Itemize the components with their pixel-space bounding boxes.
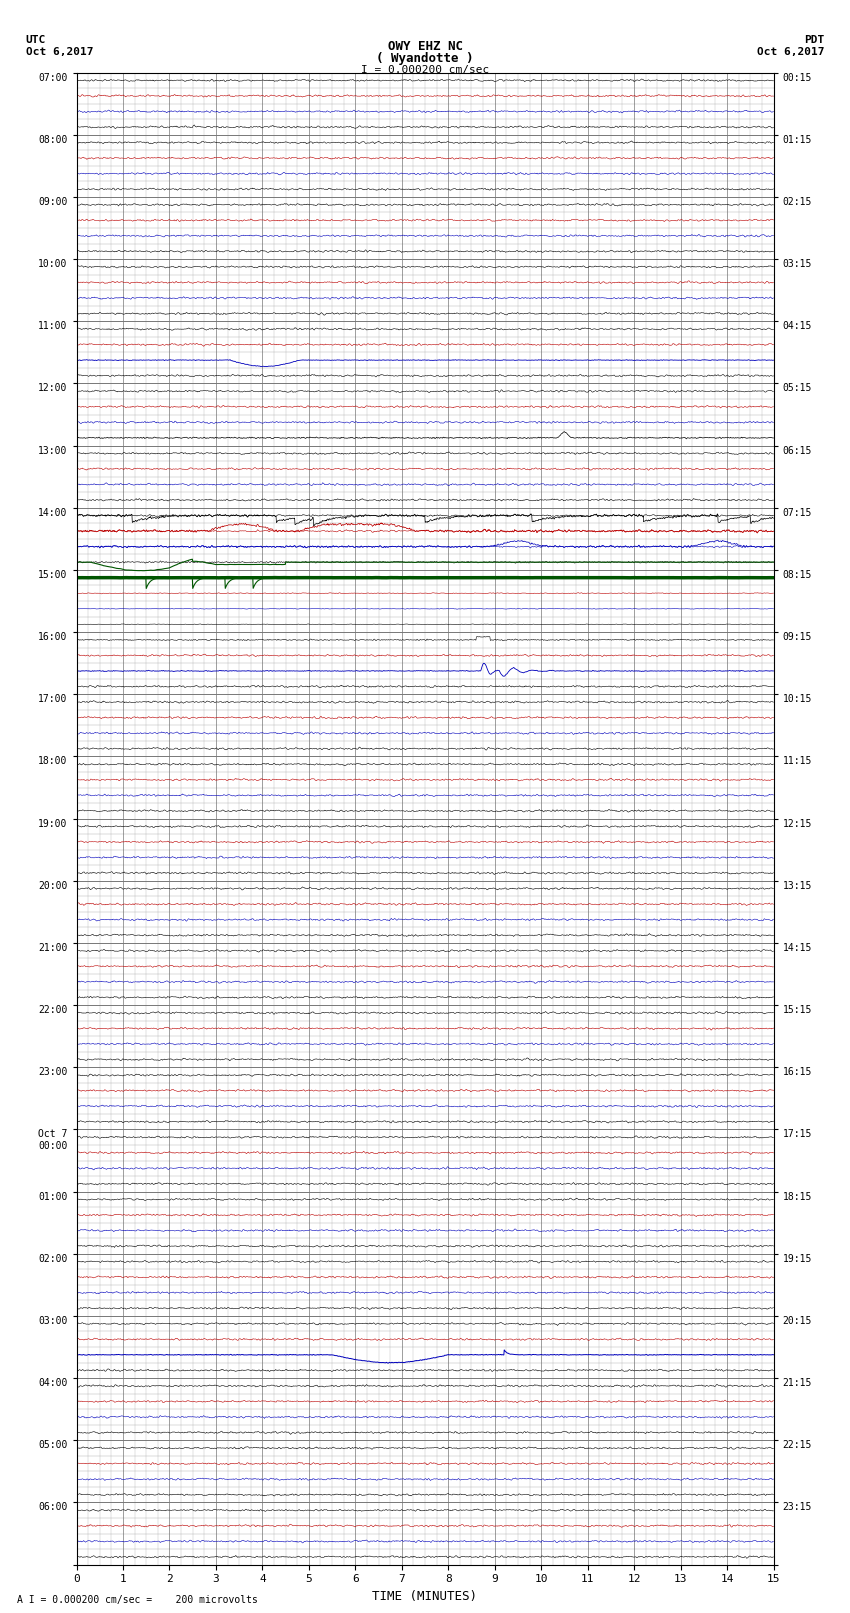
Text: UTC: UTC [26, 35, 46, 45]
Text: ( Wyandotte ): ( Wyandotte ) [377, 52, 473, 65]
Text: Oct 6,2017: Oct 6,2017 [757, 47, 824, 56]
Text: PDT: PDT [804, 35, 824, 45]
X-axis label: TIME (MINUTES): TIME (MINUTES) [372, 1590, 478, 1603]
Text: OWY EHZ NC: OWY EHZ NC [388, 40, 462, 53]
Text: A I = 0.000200 cm/sec =    200 microvolts: A I = 0.000200 cm/sec = 200 microvolts [17, 1595, 258, 1605]
Text: Oct 6,2017: Oct 6,2017 [26, 47, 93, 56]
Text: I = 0.000200 cm/sec: I = 0.000200 cm/sec [361, 65, 489, 74]
